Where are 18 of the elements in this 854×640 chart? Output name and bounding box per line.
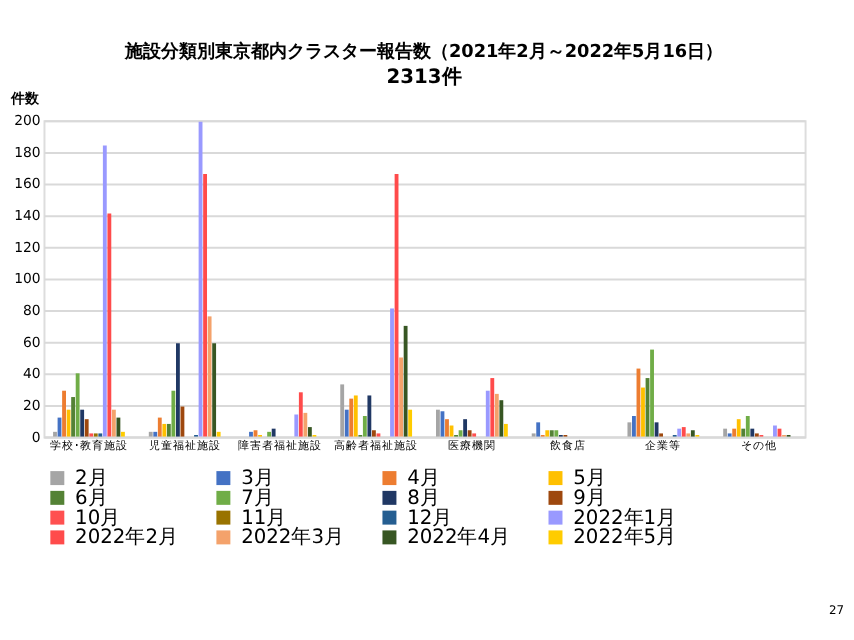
chart-subtitle: 2313件	[386, 64, 462, 89]
legend-label: 2022年4月	[407, 525, 511, 550]
chart-title: 施設分類別東京都内クラスター報告数（2021年2月～2022年5月16日）	[122, 41, 724, 64]
legend-label: 2022年2月	[75, 525, 178, 550]
legend-label: 2月	[75, 468, 108, 491]
legend-label: 2022年5月	[573, 525, 677, 550]
legend-label: 11月	[241, 507, 287, 530]
legend-label: 2022年1月	[573, 505, 677, 530]
legend-label: 7月	[241, 487, 274, 510]
legend-label: 9月	[573, 487, 606, 510]
legend-label: 4月	[407, 468, 440, 491]
legend-label: 5月	[573, 468, 606, 491]
legend-label: 8月	[407, 487, 440, 510]
legend-label: 6月	[75, 487, 108, 510]
legend-label: 2022年3月	[241, 525, 345, 550]
legend-label: 10月	[75, 507, 121, 530]
legend-label: 12月	[407, 507, 453, 530]
legend-label: 3月	[241, 468, 274, 491]
